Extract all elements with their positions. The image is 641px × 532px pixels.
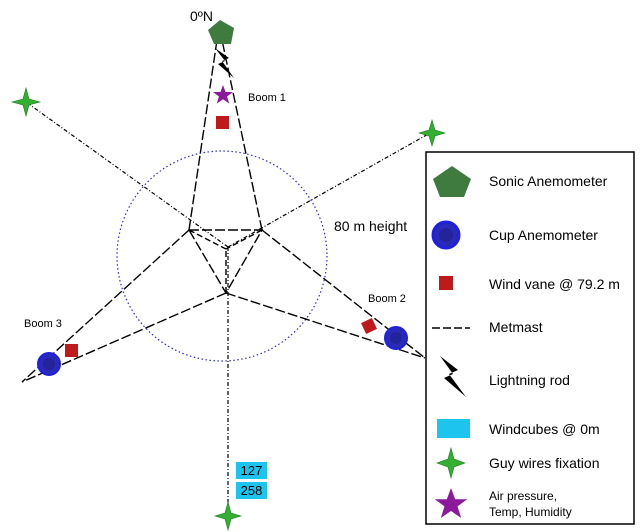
wind-vane-boom1-icon [216, 116, 229, 129]
boom2-label: Boom 2 [368, 293, 406, 305]
legend-air-label-1: Air pressure, [489, 489, 557, 503]
guy-fixation-east-icon [417, 118, 447, 148]
windcube-box-1 [236, 462, 267, 479]
windcube-label-1: 127 [241, 463, 263, 478]
legend-cup-core [439, 228, 453, 242]
legend-windcube-icon [437, 419, 470, 438]
legend-lightning-label: Lightning rod [489, 372, 570, 388]
air-sensor-icon [213, 85, 233, 104]
north-label: 0ºN [190, 8, 213, 24]
guy-wires [25, 101, 431, 510]
metmast-triangle [187, 229, 264, 295]
legend: Sonic Anemometer Cup Anemometer Wind van… [425, 151, 635, 525]
legend-air-icon [434, 488, 468, 518]
legend-sonic-label: Sonic Anemometer [489, 173, 608, 189]
legend-vane-label: Wind vane @ 79.2 m [489, 276, 620, 292]
guy-fixation-west-icon [10, 86, 42, 118]
cup-anemometer-boom3-core [43, 358, 55, 370]
legend-metmast-label: Metmast [489, 319, 543, 335]
height-label: 80 m height [334, 218, 407, 234]
legend-cup-label: Cup Anemometer [489, 227, 598, 243]
boom1-edge-left [188, 39, 218, 231]
lightning-rod-icon [215, 48, 234, 78]
sonic-anemometer-icon [208, 20, 234, 44]
wind-vane-boom3-icon [65, 344, 78, 357]
legend-guy-icon [436, 446, 466, 480]
boom3-label: Boom 3 [24, 318, 62, 330]
legend-windcube-label: Windcubes @ 0m [489, 421, 600, 437]
legend-sonic-icon [433, 166, 471, 197]
guy-wire-west [25, 101, 229, 248]
boom1-label: Boom 1 [248, 92, 286, 104]
wind-vane-boom2-icon [361, 318, 377, 334]
legend-guy-label: Guy wires fixation [489, 455, 599, 471]
legend-air-label-2: Temp, Humidity [489, 505, 572, 519]
mast-center-line-b [225, 229, 263, 250]
cup-anemometer-boom2-core [390, 332, 402, 344]
windcube-label-2: 258 [241, 483, 263, 498]
windcube-box-2 [236, 482, 267, 499]
mast-center-line-a [188, 229, 227, 250]
boom1-edge-right [221, 39, 263, 231]
height-circle [116, 150, 328, 362]
legend-vane-icon [439, 276, 453, 290]
guy-fixation-south-icon [213, 500, 243, 532]
